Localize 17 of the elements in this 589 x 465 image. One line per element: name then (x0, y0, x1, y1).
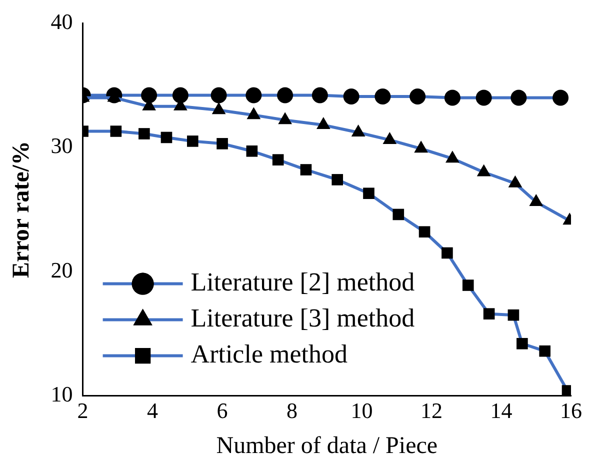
x-tick-label: 12 (420, 398, 443, 423)
x-tick-label: 14 (490, 398, 512, 423)
legend-label: Literature [2] method (190, 268, 415, 297)
legend-label: Literature [3] method (190, 304, 415, 333)
x-tick-label: 4 (147, 398, 158, 423)
legend-label: Article method (190, 340, 348, 369)
x-tick-label: 2 (77, 398, 88, 423)
y-tick-label: 20 (50, 257, 73, 282)
y-axis-title: Error rate/% (8, 140, 35, 278)
y-tick-label: 10 (50, 382, 73, 407)
x-tick-label: 16 (560, 398, 582, 423)
x-axis-title: Number of data / Piece (216, 432, 438, 459)
x-tick-label: 6 (216, 398, 228, 423)
x-tick-label: 8 (286, 398, 298, 423)
y-tick-label: 30 (50, 133, 73, 158)
y-tick-label: 40 (50, 8, 73, 34)
x-tick-label: 10 (350, 398, 373, 423)
